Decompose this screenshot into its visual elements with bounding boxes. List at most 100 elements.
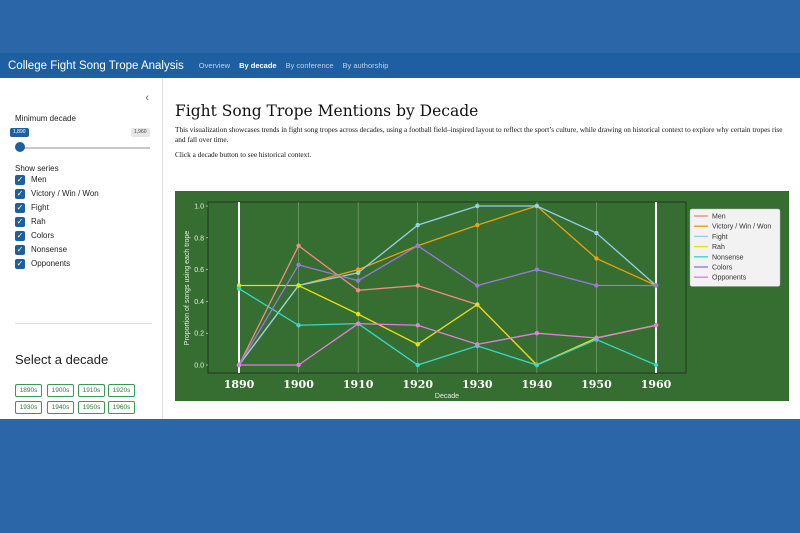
data-point — [296, 362, 301, 368]
data-point — [355, 311, 361, 317]
sidebar: ‹ Minimum decade 1,890 1,960 Show series… — [0, 78, 163, 419]
series-label: Victory / Win / Won — [31, 189, 99, 198]
data-point — [653, 283, 659, 288]
y-tick-label: 0.8 — [194, 235, 204, 242]
data-point — [534, 267, 540, 272]
app-title: College Fight Song Trope Analysis — [8, 59, 184, 72]
y-tick-label: 0.6 — [194, 267, 204, 274]
checkbox-rah[interactable]: ✓ — [15, 216, 25, 227]
slider-handle[interactable] — [15, 142, 25, 152]
data-point — [653, 362, 659, 368]
series-option-colors[interactable]: ✓ Colors — [15, 230, 54, 241]
legend-label: Colors — [712, 265, 733, 272]
data-point — [534, 362, 540, 368]
legend-label: Victory / Win / Won — [712, 224, 771, 231]
data-point — [594, 283, 599, 288]
decade-button-1910s[interactable]: 1910s — [78, 384, 105, 397]
decade-button-1960s[interactable]: 1960s — [108, 401, 135, 414]
slider-label: Minimum decade — [15, 114, 76, 123]
data-point — [415, 243, 420, 248]
series-label: Opponents — [31, 259, 71, 268]
x-tick-label: 1940 — [522, 378, 553, 391]
data-point — [415, 323, 420, 328]
series-line — [238, 244, 657, 366]
x-axis-label: Decade — [435, 393, 459, 400]
y-tick-label: 1.0 — [194, 204, 204, 211]
tab-by-authorship[interactable]: By authorship — [342, 61, 389, 70]
divider — [15, 323, 152, 324]
checkbox-opponents[interactable]: ✓ — [15, 258, 25, 269]
tab-by-decade[interactable]: By decade — [239, 61, 277, 70]
trope-line-chart: 1890 1900 1910 1920 1930 1940 1950 1960 0.0 0.2 0.… — [184, 201, 781, 400]
x-tick-label: 1920 — [402, 378, 433, 391]
slider-max-badge: 1,960 — [131, 128, 150, 137]
chevron-left-icon[interactable]: ‹ — [145, 92, 149, 104]
decade-button-1950s[interactable]: 1950s — [78, 401, 105, 414]
series-line — [239, 323, 657, 366]
decade-button-1890s[interactable]: 1890s — [15, 384, 42, 397]
series-option-rah[interactable]: ✓ Rah — [15, 216, 46, 227]
series-label: Fight — [31, 203, 49, 212]
data-point — [475, 203, 480, 209]
tab-by-conference[interactable]: By conference — [285, 61, 334, 70]
series-option-nonsense[interactable]: ✓ Nonsense — [15, 244, 67, 255]
series-title: Show series — [15, 164, 59, 173]
page-title: Fight Song Trope Mentions by Decade — [175, 102, 479, 120]
data-point — [475, 283, 480, 288]
series-option-fight[interactable]: ✓ Fight — [15, 202, 49, 213]
data-point — [355, 278, 361, 283]
app-window: College Fight Song Trope Analysis Overvi… — [0, 53, 800, 419]
data-point — [594, 335, 599, 341]
checkbox-victory[interactable]: ✓ — [15, 188, 25, 199]
checkbox-colors[interactable]: ✓ — [15, 230, 25, 241]
checkbox-nonsense[interactable]: ✓ — [15, 244, 25, 255]
data-point — [296, 262, 301, 268]
series-label: Rah — [31, 217, 46, 226]
tab-overview[interactable]: Overview — [198, 61, 231, 70]
checkbox-fight[interactable]: ✓ — [15, 202, 25, 213]
x-tick-label: 1910 — [343, 378, 374, 391]
data-point — [355, 321, 361, 326]
decade-button-1900s[interactable]: 1900s — [47, 384, 74, 397]
series-label: Men — [31, 175, 47, 184]
data-point — [355, 288, 361, 293]
data-point — [355, 267, 361, 272]
data-point — [534, 331, 540, 336]
legend-label: Rah — [712, 244, 725, 251]
data-point — [236, 362, 242, 368]
data-point — [236, 283, 242, 288]
series-option-men[interactable]: ✓ Men — [15, 174, 47, 185]
decade-button-1920s[interactable]: 1920s — [108, 384, 135, 397]
data-point — [594, 256, 599, 261]
x-tick-label: 1960 — [641, 378, 672, 391]
legend-label: Nonsense — [712, 254, 744, 261]
x-tick-label: 1900 — [283, 378, 314, 391]
y-tick-label: 0.2 — [194, 331, 204, 338]
legend-box — [689, 208, 781, 287]
decade-button-1940s[interactable]: 1940s — [47, 401, 74, 414]
series-line — [239, 284, 657, 366]
x-tick-label: 1950 — [581, 378, 612, 391]
slider-min-badge: 1,890 — [10, 128, 29, 137]
series-line — [238, 288, 657, 366]
data-point — [534, 203, 540, 209]
chart-area: 1890 1900 1910 1920 1930 1940 1950 1960 0.0 0.2 0.… — [175, 191, 789, 401]
navbar: College Fight Song Trope Analysis Overvi… — [0, 53, 800, 78]
slider-track[interactable] — [18, 147, 150, 149]
x-tick-label: 1930 — [462, 378, 493, 391]
series-option-opponents[interactable]: ✓ Opponents — [15, 258, 70, 269]
data-point — [296, 243, 301, 248]
data-point — [236, 286, 242, 291]
data-point — [475, 302, 480, 307]
series-label: Colors — [31, 231, 55, 240]
decade-button-1930s[interactable]: 1930s — [15, 401, 42, 414]
data-point — [355, 270, 361, 275]
series-line — [238, 244, 656, 366]
data-point — [415, 283, 420, 288]
data-point — [296, 283, 301, 288]
series-option-victory[interactable]: ✓ Victory / Win / Won — [15, 188, 99, 199]
series-label: Nonsense — [31, 245, 68, 254]
plot-frame — [207, 201, 687, 374]
legend-label: Men — [712, 214, 726, 221]
checkbox-men[interactable]: ✓ — [15, 174, 25, 185]
